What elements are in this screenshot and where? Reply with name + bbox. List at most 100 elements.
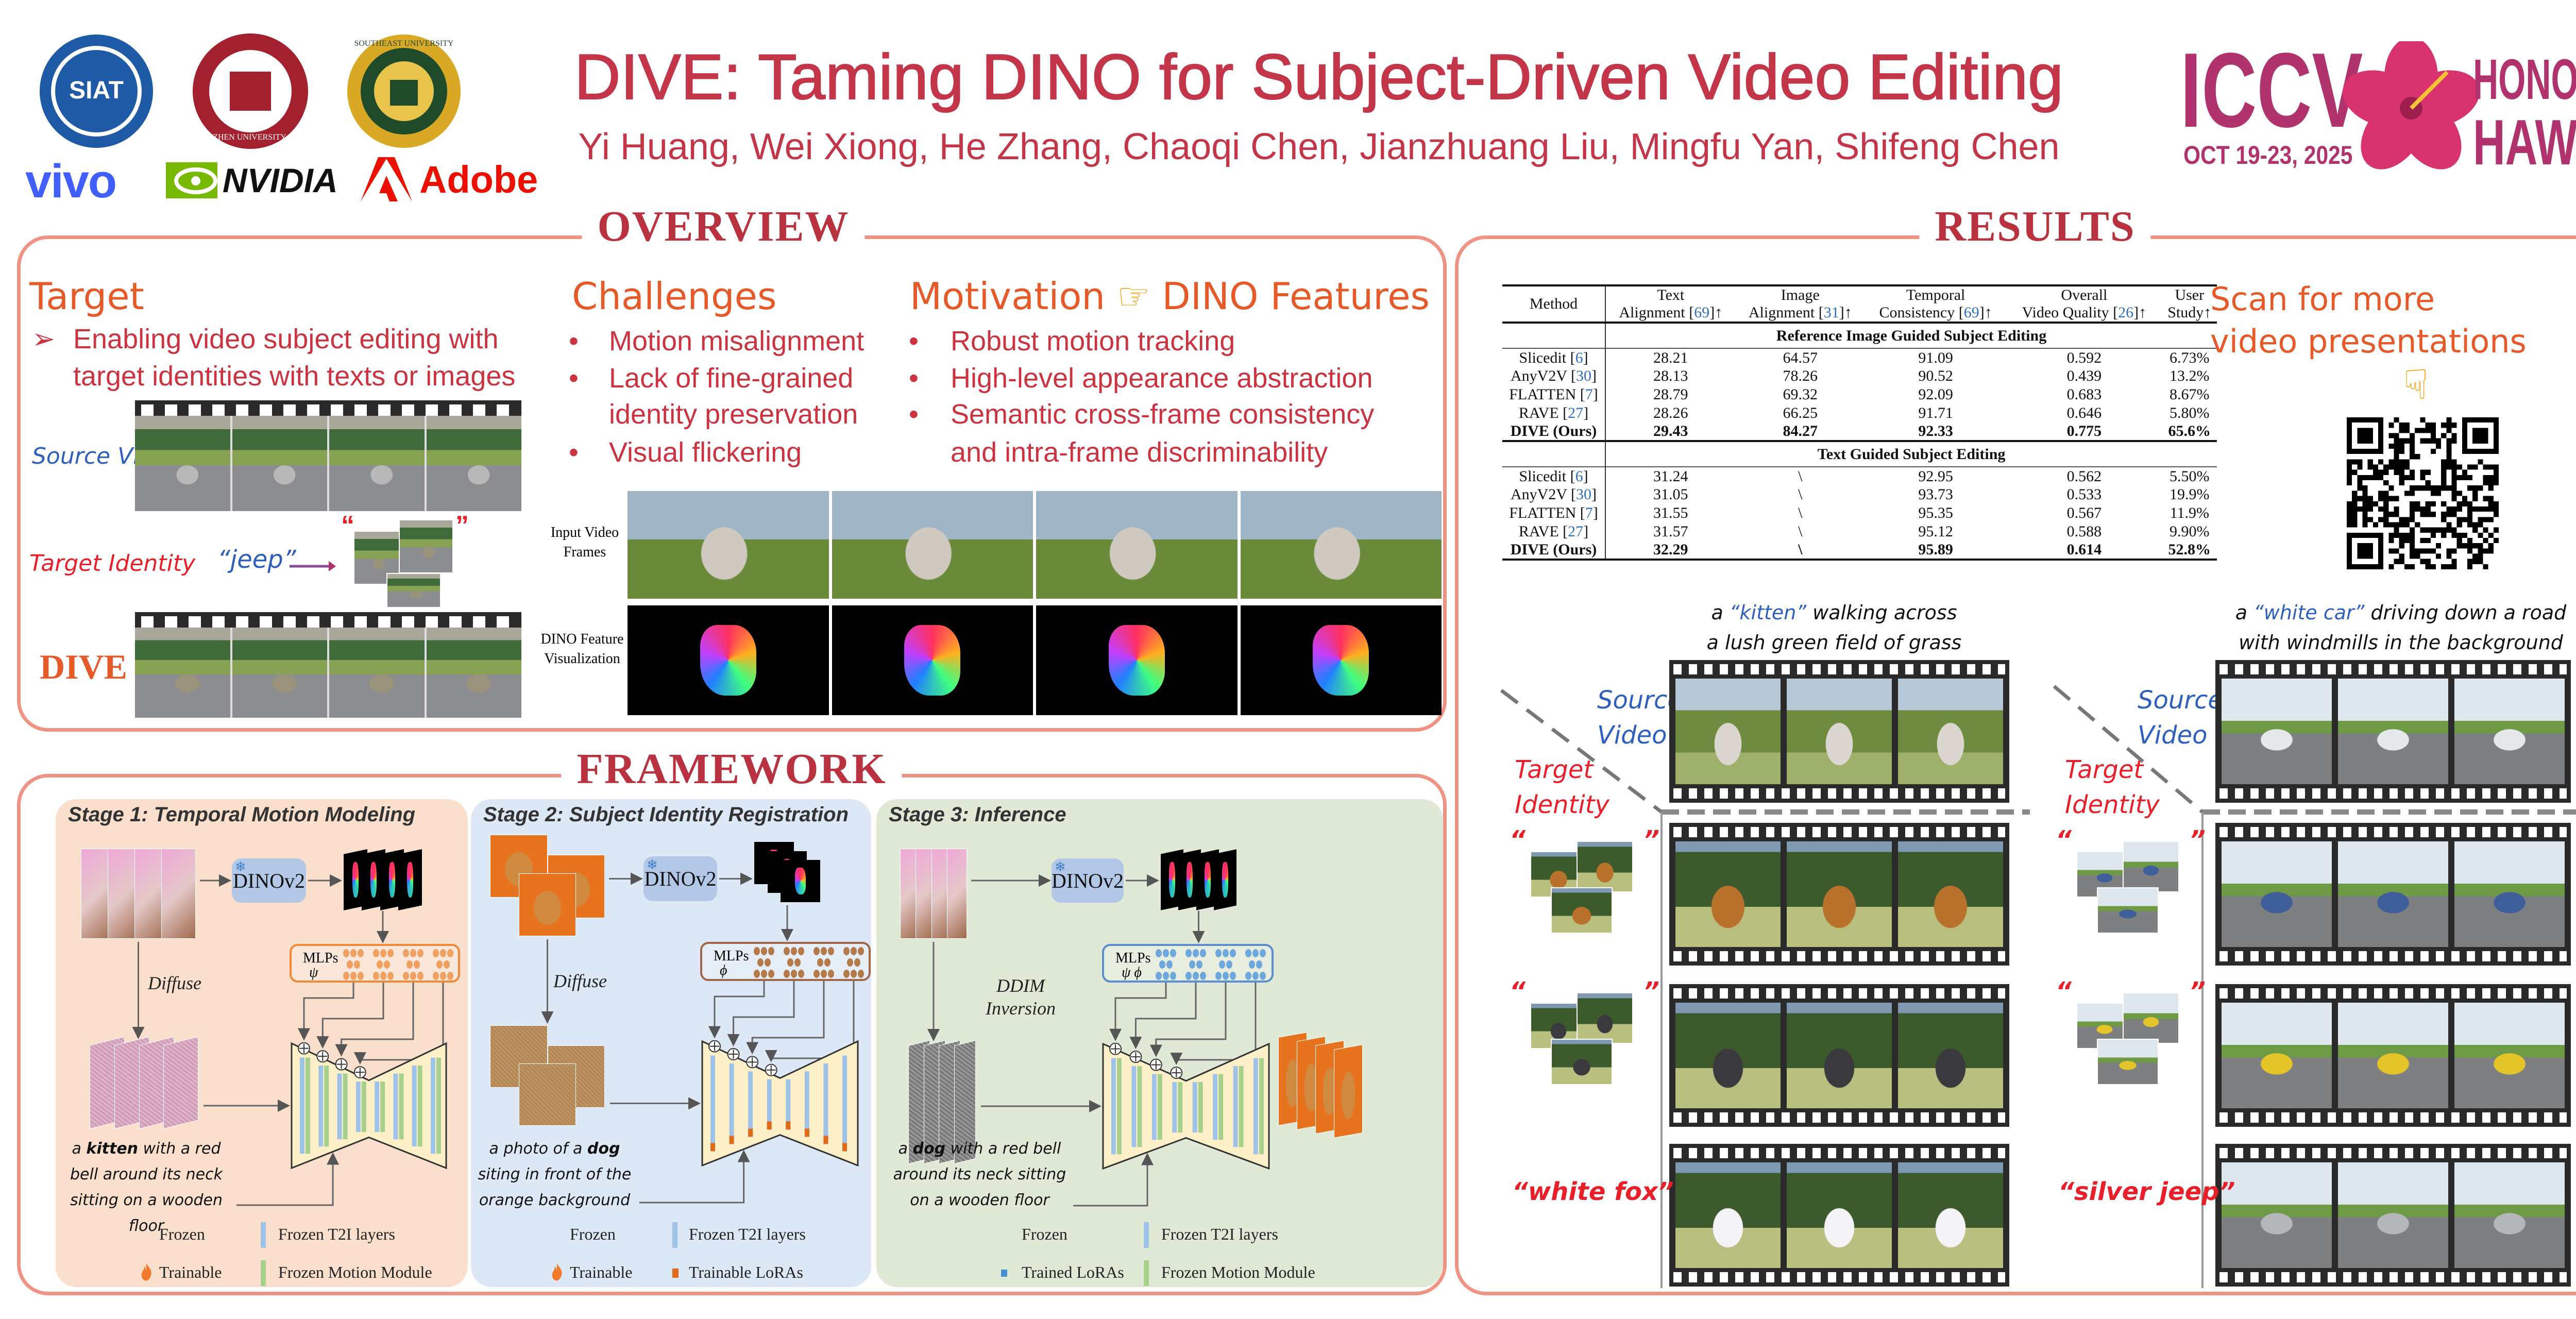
method-cell: FLATTEN [7] xyxy=(1502,385,1606,404)
mlp-node xyxy=(768,970,774,978)
text-identity: “white fox” xyxy=(1512,1177,1674,1206)
flow-arrows xyxy=(132,874,444,1206)
legend-label: Trained LoRAs xyxy=(1022,1263,1124,1281)
mlp-node xyxy=(1196,960,1202,969)
video-frame xyxy=(329,628,425,718)
video-frame xyxy=(2454,679,2565,784)
conference-name: ICCV xyxy=(2180,31,2363,149)
mlp-node xyxy=(1252,949,1259,957)
value-cell: 32.29 xyxy=(1653,541,1688,558)
citation-link[interactable]: 6 xyxy=(1575,349,1583,366)
stage-title: Stage 1: Temporal Motion Modeling xyxy=(68,803,416,826)
value-cell: 0.614 xyxy=(2066,541,2102,558)
citation-link[interactable]: 6 xyxy=(1575,467,1583,485)
dinov2-encoder: ❄ DINOv2 xyxy=(643,856,717,901)
lora-square-icon xyxy=(1001,1270,1007,1277)
mlp-node xyxy=(1170,949,1176,957)
text-identity: “silver jeep” xyxy=(2058,1177,2235,1206)
close-quote: ” xyxy=(2190,977,2206,1006)
motivation-subtitle: DINO Features xyxy=(1162,275,1430,318)
mlp-node xyxy=(350,972,357,980)
conference-city: HONOLULU xyxy=(2473,48,2576,111)
value-cell: 13.2% xyxy=(2170,367,2210,384)
mlp-node xyxy=(854,958,860,967)
citation-link[interactable]: 69 xyxy=(1963,304,1979,321)
table-row: RAVE [27] 31.57 \ 95.12 0.588 9.90% xyxy=(1502,522,2217,541)
value-cell: 0.775 xyxy=(2066,422,2102,439)
open-quote: “ xyxy=(2056,977,2072,1006)
legend-label: Trainable xyxy=(159,1263,222,1281)
column-header: Overall xyxy=(2061,286,2108,303)
mlp-node xyxy=(814,970,820,978)
video-frame xyxy=(2338,841,2448,947)
column-header: Study↑ xyxy=(2167,304,2212,321)
value-cell: 78.26 xyxy=(1783,367,1818,384)
snowflake-icon: ❄ xyxy=(1055,859,1066,874)
mlp-block: MLPs ψ ϕ xyxy=(1102,944,1274,983)
mlp-node xyxy=(380,949,386,957)
unet-diagram xyxy=(701,1040,859,1166)
mlp-node xyxy=(433,972,439,980)
citation-link[interactable]: 31 xyxy=(1823,304,1839,321)
input-video-frames xyxy=(628,491,1442,599)
prompt-caption: a dog with a red bell around its neck si… xyxy=(893,1140,1066,1209)
identity-image xyxy=(386,573,441,608)
pointing-down-hand-icon: ☟ xyxy=(2403,362,2429,408)
lora-square-icon xyxy=(672,1269,679,1278)
flow-arrows xyxy=(927,874,1257,1207)
mlp-node xyxy=(1163,949,1169,957)
mlp-node xyxy=(851,947,857,955)
citation-link[interactable]: 30 xyxy=(1575,367,1591,384)
mlp-node xyxy=(754,970,760,978)
citation-link[interactable]: 69 xyxy=(1694,304,1710,321)
mlp-node xyxy=(1156,972,1162,980)
mlp-node xyxy=(1226,960,1232,969)
mlp-node xyxy=(1189,960,1195,969)
mlp-node xyxy=(768,947,774,955)
column-header: Image xyxy=(1781,286,1820,303)
challenge-item: Motion misalignment xyxy=(609,326,865,357)
mlp-node xyxy=(765,958,771,967)
citation-link[interactable]: 7 xyxy=(1585,504,1593,521)
layer-bar-icon xyxy=(672,1222,677,1248)
legend-label: Frozen T2I layers xyxy=(1161,1225,1278,1243)
value-cell: 5.50% xyxy=(2170,467,2210,485)
dino-feature-maps xyxy=(628,605,1442,715)
table-row: RAVE [27] 28.26 66.25 91.71 0.646 5.80% xyxy=(1502,404,2217,422)
legend-label: Trainable LoRAs xyxy=(689,1263,803,1281)
qr-code[interactable] xyxy=(2347,417,2499,569)
method-cell: FLATTEN [7] xyxy=(1502,504,1606,522)
video-frame xyxy=(1787,1003,1892,1108)
layer-bar-icon xyxy=(261,1222,266,1248)
method-cell: RAVE [27] xyxy=(1502,404,1606,422)
siat-logo-text: SIAT xyxy=(69,77,124,104)
mlp-node xyxy=(1200,949,1206,957)
target-identity-label: Target Identity xyxy=(2065,755,2160,819)
mlp-block: MLPs ψ xyxy=(290,944,460,983)
mlp-node xyxy=(440,972,446,980)
video-frame xyxy=(628,491,829,599)
source-video-filmstrip xyxy=(2215,660,2571,803)
close-quote: ” xyxy=(1643,825,1659,854)
citation-link[interactable]: 27 xyxy=(1568,404,1584,421)
citation-link[interactable]: 30 xyxy=(1575,486,1591,503)
motivation-item: Semantic cross-frame consistency xyxy=(951,399,1375,430)
mlp-node xyxy=(1252,972,1259,980)
mlp-node xyxy=(821,947,827,955)
video-frame xyxy=(2338,1162,2448,1268)
video-frame xyxy=(135,416,230,511)
mlp-node xyxy=(414,960,420,969)
video-frame xyxy=(1787,679,1892,784)
citation-link[interactable]: 26 xyxy=(2118,304,2134,321)
mlp-node xyxy=(791,970,797,978)
citation-link[interactable]: 27 xyxy=(1568,523,1584,540)
noisy-latent-image xyxy=(518,1063,577,1126)
citation-link[interactable]: 7 xyxy=(1585,386,1593,403)
feature-map xyxy=(1240,605,1442,715)
stage-title: Stage 3: Inference xyxy=(889,803,1066,826)
mlp-node xyxy=(1185,949,1192,957)
target-identity-label: Target Identity xyxy=(1515,755,1609,819)
prompt-caption: a kitten with a red bell around its neck… xyxy=(70,1140,223,1235)
mlp-node xyxy=(1260,949,1266,957)
mlp-node xyxy=(1159,960,1165,969)
